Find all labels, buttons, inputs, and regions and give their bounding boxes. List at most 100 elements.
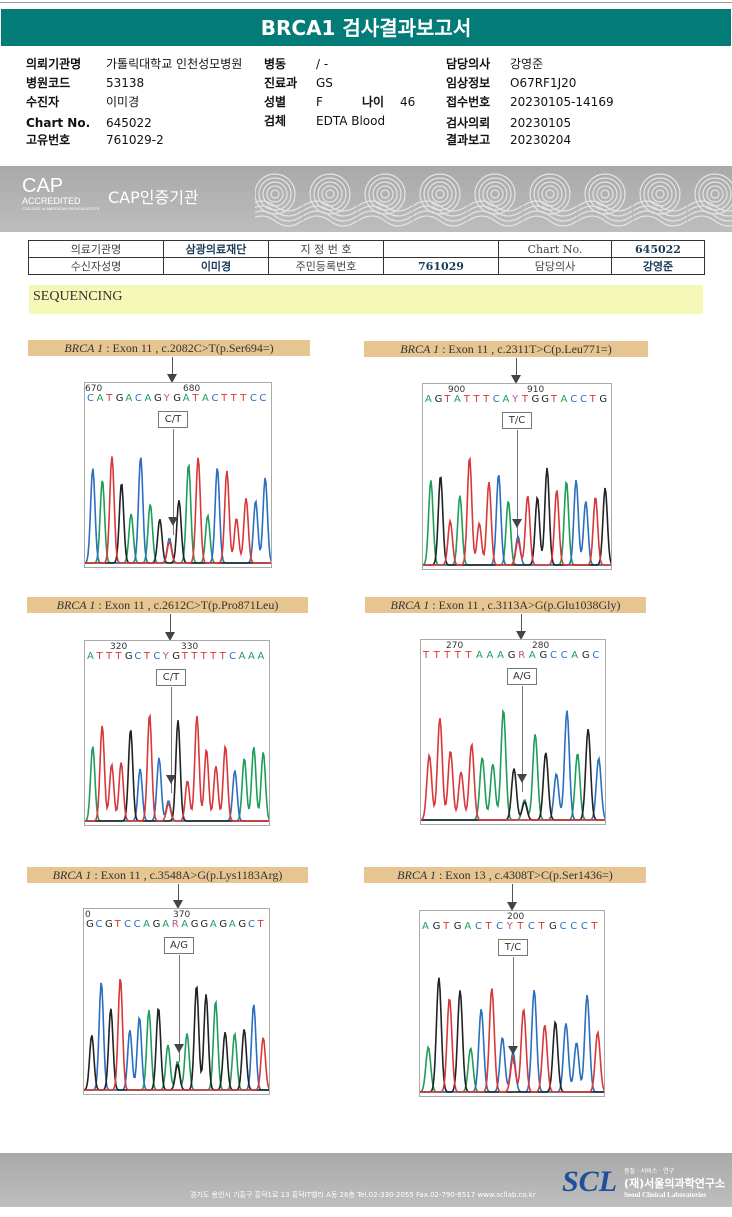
base-call: G	[507, 650, 517, 661]
trace-T	[420, 988, 604, 1093]
arrow-down-icon	[511, 375, 521, 384]
arrow-line	[516, 358, 517, 378]
base-call: G	[599, 394, 609, 405]
base-call: A	[475, 650, 485, 661]
chromatogram: 200 A G T G A C T C Y T C T G C C C T T/C	[419, 910, 605, 1097]
footer-address: 경기도 용인시 기흥구 흥덕1로 13 흥덕IT밸리 A동 26층 Tel.02…	[190, 1191, 536, 1199]
info-left-label: 수진자	[26, 95, 60, 109]
base-call: C	[134, 393, 144, 404]
info-mid-label: 성별	[264, 95, 287, 109]
position-number: 200	[507, 912, 525, 922]
report-title: BRCA1 검사결과보고서	[1, 9, 731, 46]
report-table: 의료기관명 삼광의료재단 지 정 번 호 Chart No. 645022 수신…	[28, 240, 705, 275]
trace-A	[85, 746, 269, 822]
base-call: A	[238, 651, 247, 662]
position-number: 0	[85, 910, 91, 920]
info-mid-value: GS	[316, 76, 333, 90]
divider	[0, 2, 732, 3]
genotype-badge: A/G	[164, 937, 194, 954]
cap-logo: CAP ACCREDITED COLLEGE of AMERICAN PATHO…	[22, 175, 99, 211]
arrow-line	[512, 884, 513, 905]
base-call: C	[249, 393, 259, 404]
cap-label: CAP인증기관	[108, 188, 199, 207]
base-call: T	[454, 650, 463, 661]
base-call: G	[539, 650, 549, 661]
variant-label: BRCA 1 : Exon 11 , c.2311T>C(p.Leu771=)	[364, 341, 648, 357]
base-call: A	[571, 650, 580, 661]
base-call: G	[531, 394, 541, 405]
info-left-label: 의뢰기관명	[26, 57, 82, 71]
base-call: G	[549, 921, 559, 932]
base-call: A	[228, 919, 238, 930]
base-call: T	[200, 651, 209, 662]
base-call: A	[182, 393, 191, 404]
wave-pattern	[255, 173, 732, 227]
base-call: T	[589, 394, 598, 405]
arrow-line	[178, 884, 179, 903]
base-call: Y	[163, 393, 172, 404]
base-call: T	[191, 651, 199, 662]
scl-org: 품질 · 서비스 · 연구 (재)서울의과학연구소 Seoul Clinical…	[624, 1168, 726, 1199]
base-call: T	[105, 651, 114, 662]
base-call: C	[153, 651, 162, 662]
marker-line	[517, 430, 518, 537]
base-call: C	[229, 651, 238, 662]
arrow-line	[521, 614, 522, 634]
base-call: T	[423, 650, 431, 661]
position-number: 330	[181, 642, 199, 652]
arrow-down-icon	[507, 902, 517, 911]
genotype-badge: A/G	[507, 668, 537, 685]
info-left-value: 이미경	[106, 95, 140, 109]
base-call: T	[463, 394, 472, 405]
base-call: G	[581, 650, 591, 661]
info-mid-label: 검체	[264, 114, 287, 128]
base-call: C	[570, 921, 579, 932]
info-age-value: 46	[400, 95, 416, 109]
position-number: 900	[448, 385, 466, 395]
base-call: C	[592, 650, 601, 661]
base-call: A	[143, 919, 152, 930]
table-row: 의료기관명 삼광의료재단 지 정 번 호 Chart No. 645022	[28, 240, 705, 258]
base-call: Y	[162, 651, 171, 662]
base-call: G	[173, 393, 183, 404]
base-call: Y	[506, 921, 515, 932]
base-call: T	[115, 651, 123, 662]
base-call: T	[444, 650, 452, 661]
arrow-down-icon	[168, 517, 178, 526]
info-mid-value: F	[316, 95, 323, 109]
trace-C	[84, 982, 269, 1091]
info-left-value: 가톨릭대학교 인천성모병원	[106, 57, 243, 71]
info-left-value: 761029-2	[106, 133, 164, 147]
base-call: C	[211, 393, 220, 404]
base-call: C	[247, 919, 257, 930]
position-number: 280	[532, 641, 550, 651]
arrow-down-icon	[508, 1046, 518, 1055]
chromatogram: 670 680 C A T G A C A G Y G A T A C T T T C C C/T	[84, 382, 272, 568]
base-call: G	[124, 651, 134, 662]
info-right-label: 임상정보	[446, 76, 491, 90]
base-call: A	[464, 921, 473, 932]
variant-label: BRCA 1 : Exon 11 , c.2612C>T(p.Pro871Leu…	[27, 597, 308, 613]
scl-logo: SCL	[562, 1165, 618, 1198]
trace-plot	[85, 713, 269, 822]
info-right-value: 20230105	[510, 116, 572, 130]
variant-label: BRCA 1 : Exon 13 , c.4308T>C(p.Ser1436=)	[364, 867, 646, 883]
arrow-down-icon	[166, 775, 176, 784]
chromatogram: 270 280 T T T T T A A A G R A G C C A G C A/G	[420, 639, 606, 825]
base-call: G	[453, 921, 463, 932]
info-left-label: 고유번호	[26, 133, 71, 147]
base-call: T	[240, 393, 248, 404]
base-call: T	[550, 394, 559, 405]
arrow-down-icon	[516, 631, 526, 640]
base-call: T	[591, 921, 599, 932]
base-call: A	[96, 393, 105, 404]
marker-line	[522, 686, 523, 792]
base-call: T	[114, 919, 122, 930]
arrow-line	[170, 614, 171, 635]
arrow-down-icon	[512, 519, 522, 528]
base-call: T	[96, 651, 104, 662]
marker-line	[179, 955, 180, 1062]
position-number: 320	[110, 642, 128, 652]
base-call: A	[454, 394, 463, 405]
trace-T	[85, 456, 271, 564]
